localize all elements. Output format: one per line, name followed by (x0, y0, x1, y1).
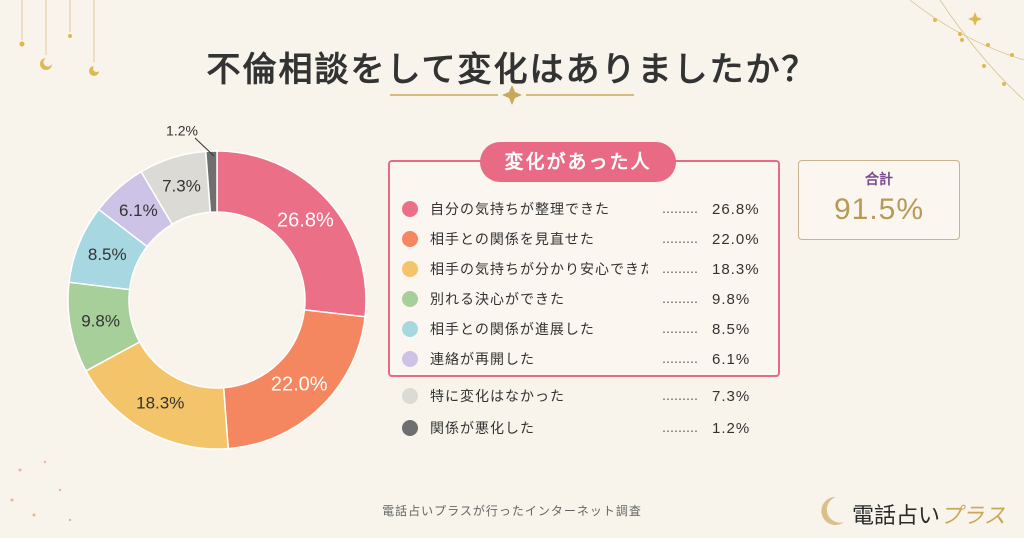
legend-swatch (402, 321, 418, 337)
legend-label: 相手との関係が進展した (430, 322, 595, 338)
legend-item-3: 相手の気持ちが分かり安心できた ……… 18.3% (402, 258, 772, 280)
legend-item-1: 自分の気持ちが整理できた ……… 26.8% (402, 198, 772, 220)
legend-leader-dots: ……… (662, 262, 698, 276)
legend-label: 相手との関係を見直せた (430, 232, 595, 248)
slice-label-1: 26.8% (277, 209, 334, 231)
legend-item-4: 別れる決心ができた ……… 9.8% (402, 288, 772, 310)
legend-value: 22.0% (712, 230, 760, 248)
donut-slice-2 (222, 309, 366, 450)
legend-swatch (402, 231, 418, 247)
footer-note: 電話占いプラスが行ったインターネット調査 (382, 504, 642, 518)
legend-leader-dots: ……… (662, 322, 698, 336)
page-title: 不倫相談をして変化はありましたか？ (206, 50, 818, 90)
legend-value: 7.3% (712, 387, 751, 405)
legend-item-6: 連絡が再開した ……… 6.1% (402, 348, 772, 370)
star-garland-decoration (909, 0, 1024, 101)
legend-value: 8.5% (712, 320, 751, 338)
brand-name: 電話占いプラス (852, 504, 1006, 529)
legend-value: 18.3% (712, 260, 760, 278)
legend-label: 連絡が再開した (430, 352, 535, 368)
sparkle-decoration (10, 460, 72, 522)
total-box: 合計 91.5% (798, 160, 960, 240)
legend-value: 9.8% (712, 290, 751, 308)
legend-leader-dots: ……… (662, 202, 698, 216)
legend-swatch (402, 388, 418, 404)
slice-label-3: 18.3% (136, 394, 184, 413)
total-label: 合計 (865, 172, 893, 188)
brand-logo: 電話占いプラス (812, 494, 1012, 529)
legend-label: 特に変化はなかった (430, 389, 565, 405)
legend-value: 26.8% (712, 200, 760, 218)
slice-label-8: 1.2% (166, 123, 198, 139)
legend-value: 1.2% (712, 419, 751, 437)
slice-label-7: 7.3% (162, 176, 201, 195)
legend-label: 関係が悪化した (430, 421, 535, 437)
slice-label-6: 6.1% (119, 201, 158, 220)
slice-label-5: 8.5% (88, 245, 127, 264)
donut-chart: 26.8% 22.0% 18.3% 9.8% 8.5% 6.1%7.3% 1.2% (67, 123, 367, 450)
legend-label: 自分の気持ちが整理できた (430, 202, 610, 218)
donut-slice-1 (216, 150, 367, 318)
legend-leader-dots: ……… (662, 421, 698, 435)
legend-value: 6.1% (712, 350, 751, 368)
hanging-stars-decoration (19, 0, 99, 76)
legend-item-8: 関係が悪化した ……… 1.2% (402, 417, 772, 439)
legend-label: 別れる決心ができた (430, 292, 565, 308)
legend-swatch (402, 420, 418, 436)
legend-leader-dots: ……… (662, 292, 698, 306)
legend-leader-dots: ……… (662, 352, 698, 366)
slice-label-4: 9.8% (81, 312, 120, 331)
changed-group-tag: 変化があった人 (480, 142, 676, 182)
moon-icon (821, 496, 844, 525)
legend-swatch (402, 291, 418, 307)
legend-item-7: 特に変化はなかった ……… 7.3% (402, 385, 772, 407)
legend-swatch (402, 261, 418, 277)
legend-leader-dots: ……… (662, 389, 698, 403)
legend-leader-dots: ……… (662, 232, 698, 246)
legend-item-2: 相手との関係を見直せた ……… 22.0% (402, 228, 772, 250)
title-divider (390, 85, 634, 105)
slice-label-2: 22.0% (271, 374, 328, 396)
leader-line (194, 137, 215, 157)
legend-swatch (402, 201, 418, 217)
legend-item-5: 相手との関係が進展した ……… 8.5% (402, 318, 772, 340)
legend-label: 相手の気持ちが分かり安心できた (430, 262, 648, 278)
legend-swatch (402, 351, 418, 367)
total-value: 91.5% (833, 193, 925, 226)
